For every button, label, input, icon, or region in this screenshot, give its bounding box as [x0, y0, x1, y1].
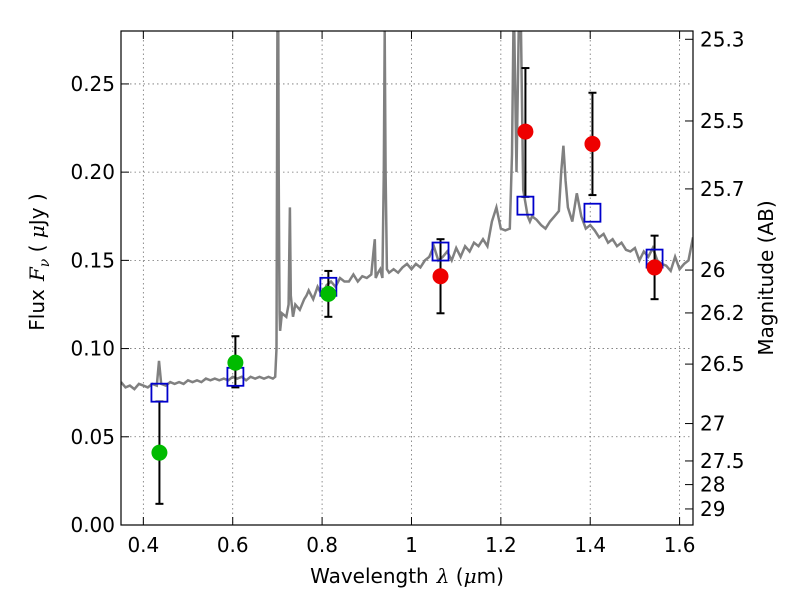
measured-point	[320, 285, 337, 302]
x-axis-title: Wavelength λ (μm)	[310, 564, 504, 588]
x-tick-label: 1	[405, 533, 418, 557]
plot-frame	[120, 30, 694, 526]
magnitude-tick-label: 25.3	[700, 27, 745, 51]
y-tick-label: 0.00	[70, 513, 115, 537]
spectrum-line	[121, 31, 693, 391]
measured-point	[227, 354, 244, 371]
y-axis-title: FluxFν ( μJy )	[25, 193, 53, 330]
y-tick-label: 0.15	[70, 248, 115, 272]
y-tick-label: 0.10	[70, 337, 115, 361]
model-square	[516, 195, 535, 216]
measured-points	[151, 123, 663, 461]
x-tick-label: 1.4	[574, 533, 606, 557]
plot-area	[121, 31, 693, 505]
measured-point	[584, 135, 601, 152]
x-tick-label: 0.4	[127, 533, 159, 557]
magnitude-tick-label: 28	[700, 473, 725, 497]
magnitude-tick-label: 27	[700, 412, 725, 436]
measured-point	[517, 123, 534, 140]
magnitude-tick-label: 27.5	[700, 449, 745, 473]
x-tick-label: 0.8	[306, 533, 338, 557]
x-axis-ticks: 0.4 0.6 0.8 1 1.2 1.4 1.6	[127, 31, 696, 557]
model-square	[431, 241, 450, 262]
magnitude-tick-label: 29	[700, 497, 725, 521]
measured-point	[432, 268, 449, 285]
error-bars	[155, 67, 659, 505]
measured-point	[151, 444, 168, 461]
magnitude-axis-title: Magnitude (AB)	[754, 200, 778, 355]
x-tick-label: 0.6	[217, 533, 249, 557]
y-tick-label: 0.20	[70, 160, 115, 184]
x-tick-label: 1.6	[664, 533, 696, 557]
model-square	[583, 202, 602, 223]
y-tick-label: 0.25	[70, 72, 115, 96]
magnitude-tick-label: 26.5	[700, 352, 745, 376]
x-tick-label: 1.2	[485, 533, 517, 557]
y-tick-label: 0.05	[70, 425, 115, 449]
magnitude-tick-label: 25.5	[700, 109, 745, 133]
model-squares	[150, 195, 664, 403]
magnitude-tick-label: 25.7	[700, 177, 745, 201]
magnitude-tick-label: 26.2	[700, 301, 745, 325]
measured-point	[646, 259, 663, 276]
grid-lines	[121, 31, 693, 526]
y-axis-ticks: 0.00 0.05 0.10 0.15 0.20 0.25	[70, 72, 129, 537]
magnitude-tick-label: 26	[700, 258, 725, 282]
model-square	[150, 382, 169, 403]
